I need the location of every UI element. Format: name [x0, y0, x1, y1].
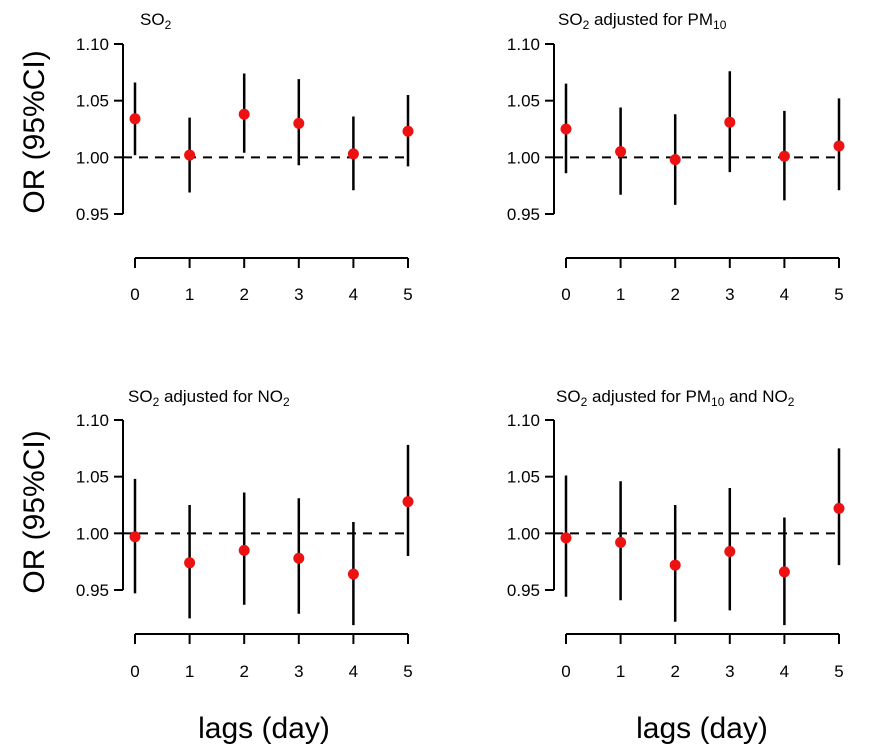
- x-tick-label: 1: [616, 285, 625, 304]
- title-subscript: 10: [713, 18, 727, 32]
- data-point: [669, 559, 681, 571]
- x-axis-label-right: lags (day): [636, 712, 768, 745]
- x-tick-label: 2: [239, 285, 248, 304]
- data-point: [347, 148, 359, 160]
- y-tick-label: 1.00: [507, 148, 540, 167]
- panel-title: SO2 adjusted for NO2: [128, 387, 290, 409]
- x-tick-label: 3: [725, 662, 734, 681]
- y-tick-label: 1.05: [76, 468, 109, 487]
- title-text: SO: [558, 10, 583, 29]
- panel-title: SO2 adjusted for PM10 and NO2: [556, 387, 795, 409]
- title-text: SO: [128, 387, 153, 406]
- x-tick-label: 2: [670, 662, 679, 681]
- y-tick-label: 1.00: [507, 524, 540, 543]
- y-tick-label: 0.95: [76, 581, 109, 600]
- y-tick-label: 1.10: [507, 35, 540, 54]
- data-point: [615, 146, 627, 158]
- data-point: [129, 531, 141, 543]
- y-tick-label: 1.05: [507, 92, 540, 111]
- x-tick-label: 4: [780, 285, 789, 304]
- x-tick-label: 5: [403, 285, 412, 304]
- title-text: adjusted for NO: [159, 387, 283, 406]
- x-tick-label: 5: [834, 285, 843, 304]
- data-point: [347, 568, 359, 580]
- x-tick-label: 1: [185, 285, 194, 304]
- y-axis-label-top: OR (95%CI): [18, 50, 51, 213]
- data-point: [560, 123, 572, 135]
- y-tick-label: 1.00: [76, 524, 109, 543]
- data-point: [724, 116, 736, 128]
- title-text: SO: [140, 10, 165, 29]
- data-point: [615, 536, 627, 548]
- title-subscript: 10: [711, 395, 725, 409]
- data-point: [129, 113, 141, 125]
- x-tick-label: 0: [130, 285, 139, 304]
- x-axis-label-left: lags (day): [198, 712, 330, 745]
- title-subscript: 2: [581, 395, 588, 409]
- x-tick-label: 2: [239, 662, 248, 681]
- panel-title: SO2: [140, 10, 172, 32]
- x-tick-label: 1: [616, 662, 625, 681]
- y-tick-label: 0.95: [507, 205, 540, 224]
- x-tick-label: 5: [403, 662, 412, 681]
- x-tick-label: 4: [349, 662, 358, 681]
- y-tick-label: 1.00: [76, 148, 109, 167]
- x-tick-label: 0: [561, 662, 570, 681]
- panel-so2-adjusted-pm10-no2: SO2 adjusted for PM10 and NO21.101.051.0…: [507, 387, 845, 681]
- panel-title: SO2 adjusted for PM10: [558, 10, 727, 32]
- data-point: [833, 502, 845, 514]
- title-subscript: 2: [788, 395, 795, 409]
- title-subscript: 2: [583, 18, 590, 32]
- data-point: [669, 154, 681, 166]
- title-subscript: 2: [165, 18, 172, 32]
- data-point: [238, 544, 250, 556]
- data-point: [238, 108, 250, 120]
- y-tick-label: 0.95: [76, 205, 109, 224]
- x-tick-label: 3: [294, 285, 303, 304]
- data-point: [724, 545, 736, 557]
- x-tick-label: 3: [725, 285, 734, 304]
- y-tick-label: 1.05: [76, 92, 109, 111]
- data-point: [778, 566, 790, 578]
- data-point: [778, 150, 790, 162]
- x-tick-label: 1: [185, 662, 194, 681]
- x-tick-label: 4: [349, 285, 358, 304]
- y-tick-label: 1.10: [76, 411, 109, 430]
- data-point: [184, 557, 196, 569]
- data-point: [402, 125, 414, 137]
- data-point: [293, 117, 305, 129]
- data-point: [560, 532, 572, 544]
- x-tick-label: 0: [130, 662, 139, 681]
- y-tick-label: 0.95: [507, 581, 540, 600]
- y-tick-label: 1.10: [76, 35, 109, 54]
- x-tick-label: 3: [294, 662, 303, 681]
- data-point: [293, 552, 305, 564]
- title-text: SO: [556, 387, 581, 406]
- title-subscript: 2: [153, 395, 160, 409]
- title-text: and NO: [724, 387, 787, 406]
- y-tick-label: 1.10: [507, 411, 540, 430]
- data-point: [402, 496, 414, 508]
- data-point: [833, 140, 845, 152]
- title-subscript: 2: [283, 395, 290, 409]
- y-tick-label: 1.05: [507, 468, 540, 487]
- title-text: adjusted for PM: [589, 10, 713, 29]
- title-text: adjusted for PM: [587, 387, 711, 406]
- x-tick-label: 0: [561, 285, 570, 304]
- x-tick-label: 2: [670, 285, 679, 304]
- x-tick-label: 5: [834, 662, 843, 681]
- x-tick-label: 4: [780, 662, 789, 681]
- data-point: [184, 149, 196, 161]
- y-axis-label-bottom: OR (95%CI): [18, 430, 51, 593]
